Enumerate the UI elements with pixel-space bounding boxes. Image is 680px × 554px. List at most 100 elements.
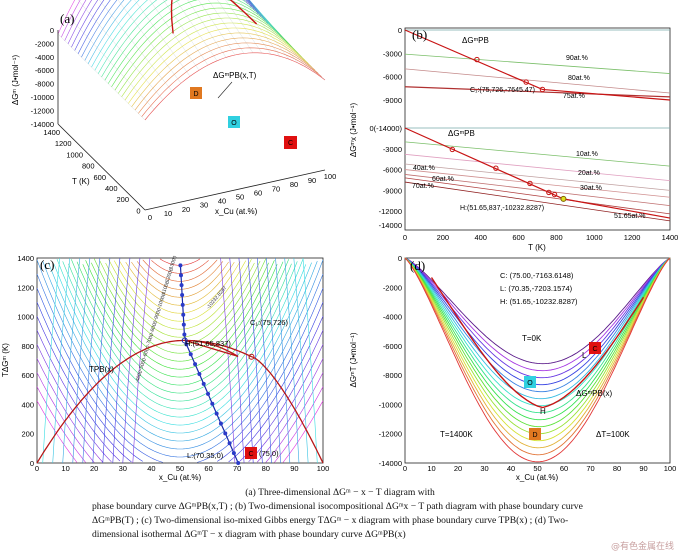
- panel-c-contour-label: -5000: [138, 357, 148, 371]
- panel-d-isotherm: [404, 257, 671, 393]
- panel-c-contour: [36, 287, 324, 463]
- panel-c-minima-point: [178, 273, 183, 278]
- panel-b: (b) 0 -3000 -6000 -9000 0(-14000) -3000 -6000 -…: [349, 26, 678, 252]
- panel-c-y-tick: 400: [21, 400, 34, 409]
- panel-c-ylabel: TΔGᵐ (K): [1, 343, 10, 377]
- panel-d-isotherm: [404, 257, 671, 442]
- panel-a-x-tick: 100: [324, 172, 337, 181]
- panel-a-x-tick: 10: [164, 209, 172, 218]
- panel-c-point-h-mark: [181, 337, 188, 344]
- panel-a-marker-d: [190, 87, 202, 99]
- panel-d-y-tick: -12000: [379, 430, 402, 439]
- panel-b-line-60: 60at.%: [432, 176, 454, 183]
- panel-d-y-tick: 0: [398, 254, 402, 263]
- panel-a-t-tick: 600: [93, 173, 106, 182]
- panel-c-side-contour: [92, 257, 111, 464]
- panel-b-bottom-point: [527, 180, 533, 187]
- panel-c-point-c1: C₁:(75,726): [250, 318, 288, 327]
- panel-a-x-tick: 60: [254, 188, 262, 197]
- panel-c-minima-path: [179, 265, 239, 464]
- panel-b-bottom-curve-label: ΔGᵐPB: [448, 129, 475, 138]
- panel-b-y-tick: -3000: [383, 145, 402, 154]
- panel-d-x-tick: 90: [639, 464, 647, 473]
- panel-c-contour-label: -10000: [157, 292, 168, 309]
- panel-a-surface-grid: [99, 0, 173, 92]
- panel-a-surface-line: [87, 0, 269, 64]
- panel-c-contour: [62, 261, 298, 410]
- panel-c-contour: [36, 358, 324, 463]
- panel-c-contour: [82, 264, 278, 378]
- panel-c-side-contour: [122, 257, 141, 464]
- panel-a-label: (a): [60, 11, 74, 26]
- panel-a-x-tick: 30: [200, 201, 208, 210]
- panel-c-frame: [36, 257, 324, 464]
- panel-c-minima-point: [178, 263, 183, 268]
- panel-a-surface-line: [64, 0, 245, 41]
- panel-c-contour-label: -6000: [142, 345, 152, 359]
- panel-b-frame: [404, 27, 671, 231]
- panel-c-point-c1-mark: [248, 353, 255, 360]
- panel-c-y-tick: 600: [21, 371, 34, 380]
- panel-a-t-tick: 1000: [66, 150, 83, 159]
- panel-c-minima-point: [201, 381, 206, 386]
- panel-b-bottom-line: [404, 153, 671, 182]
- panel-c-y-tick: 1400: [17, 254, 34, 263]
- panel-c-contour-label: -7000: [145, 332, 155, 346]
- panel-c-contour: [125, 261, 235, 306]
- panel-c-side-contour: [82, 257, 101, 464]
- panel-d-isotherm: [404, 257, 671, 463]
- panel-d-boundary-curve: [430, 277, 645, 409]
- panel-b-ylabel: ΔGᵐx (J•mol⁻¹): [349, 103, 358, 158]
- panel-c-side-contour: [284, 257, 300, 464]
- panel-d-curve-label: ΔGᵐPB(x): [576, 389, 612, 398]
- panel-a-marker-o: [228, 116, 240, 128]
- panel-a-surface-grid: [134, 0, 191, 77]
- panel-d-t1400: T=1400K: [440, 430, 473, 439]
- panel-d-y-tick: -6000: [383, 342, 402, 351]
- panel-c-contour: [76, 261, 284, 386]
- panel-d-ylabel: ΔGᵐT (J•mol⁻¹): [349, 332, 358, 387]
- panel-c-side-contour: [72, 257, 91, 464]
- panel-b-x-tick: 1200: [624, 233, 641, 242]
- panel-a-surface-grid: [149, 0, 200, 71]
- panel-d-y-tick: -10000: [379, 400, 402, 409]
- panel-c-x-tick: 70: [233, 464, 241, 473]
- panel-c-side-contour: [302, 257, 318, 464]
- panel-a-x-tick: 80: [290, 180, 298, 189]
- panel-c-minima-point: [181, 312, 186, 317]
- panel-c-contour: [85, 260, 275, 370]
- panel-c-curve-label: TPB(x): [89, 365, 114, 374]
- panel-b-bottom-point: [551, 191, 558, 198]
- panel-c-point-c: (75,0): [259, 449, 279, 458]
- panel-d-isotherm: [404, 257, 671, 449]
- panel-c-minima-point: [227, 441, 232, 446]
- panel-c-contour: [36, 372, 324, 463]
- panel-c-boundary-curve: [36, 339, 324, 464]
- panel-c-y-tick: 800: [21, 342, 34, 351]
- panel-a-t-tick: 400: [105, 184, 118, 193]
- panel-c-contour: [136, 261, 224, 290]
- panel-a-surface-grid: [243, 0, 326, 81]
- panel-a-surface: [57, 0, 326, 121]
- panel-a-marker-d-letter: D: [193, 91, 198, 98]
- panel-b-y-tick: 0: [398, 26, 402, 35]
- panel-c-point-l: L:(70.35,0): [187, 451, 224, 460]
- panel-c-contour-label: -9000: [153, 307, 163, 321]
- panel-d-marker-o-letter: O: [527, 380, 533, 387]
- panel-a-surface-line: [107, 0, 289, 84]
- panel-c-contour: [99, 260, 261, 346]
- panel-c-minima-point: [218, 421, 223, 426]
- panel-c-minima-point: [182, 332, 187, 337]
- panel-c-contour: [119, 261, 241, 314]
- panel-d-x-tick: 10: [427, 464, 435, 473]
- panel-a-surface-grid: [232, 0, 272, 55]
- panel-d-l-label: L: [582, 351, 587, 360]
- panel-b-y-tick: -6000: [383, 73, 402, 82]
- panel-a-z-tick: -8000: [35, 80, 54, 89]
- panel-c-contour: [91, 262, 269, 362]
- panel-c-minima-point: [193, 362, 198, 367]
- panel-d-isotherm: [404, 257, 671, 372]
- panel-a-surface-grid: [66, 14, 155, 110]
- panel-a-t-tick: 1400: [43, 128, 60, 137]
- panel-c-side-contour: [275, 257, 291, 464]
